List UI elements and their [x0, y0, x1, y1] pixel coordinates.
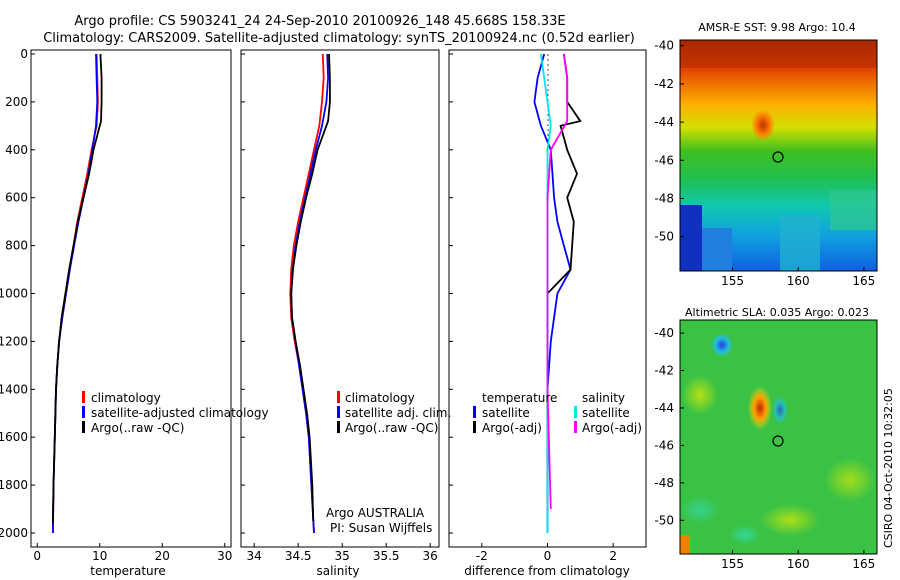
salinity-xtick-label: 34.5 [285, 549, 312, 563]
salinity-legend: climatology satellite adj. clim. Argo(..… [337, 391, 451, 435]
legend-swatch-climatology [82, 391, 85, 403]
profile-lines [52, 53, 582, 534]
difference-xlabel: difference from climatology [464, 564, 630, 578]
sla-map-title: Altimetric SLA: 0.035 Argo: 0.023 [685, 306, 869, 319]
depth-tick-label: 2000 [0, 526, 28, 540]
legend-label: satellite adj. clim. [345, 406, 451, 420]
sst-map-lat-label: -46 [654, 153, 674, 167]
depth-tick-label: 1200 [0, 334, 28, 348]
sla-map-ticks: -40 -42 -44 -46 -48 -50 155 160 165 [654, 326, 875, 571]
legend-label: satellite-adjusted climatology [91, 406, 269, 420]
sst-map-frame [679, 39, 878, 272]
difference-xtick-label: -2 [476, 549, 488, 563]
difference-legend-salinity: salinity satellite Argo(-adj) [574, 391, 642, 435]
sla-map-lat-label: -40 [654, 326, 674, 340]
sla-argo-marker [772, 435, 784, 447]
credit-stamp: CSIRO 04-Oct-2010 10:32:05 [882, 388, 895, 548]
sla-map-lat-label: -46 [654, 438, 674, 452]
difference-series-salinity-argo-adj- [546, 53, 569, 510]
temperature-xtick-label: 10 [92, 549, 107, 563]
sst-map-lat-label: -40 [654, 39, 674, 53]
temperature-xlabel: temperature [90, 564, 165, 578]
temperature-legend: climatology satellite-adjusted climatolo… [82, 391, 269, 435]
temperature-panel-frame [30, 49, 232, 548]
depth-tick-label: 1000 [0, 287, 28, 301]
legend-swatch-argo [337, 421, 340, 433]
legend-title: temperature [482, 391, 557, 405]
sla-map-lon-label: 165 [852, 557, 875, 571]
depth-tick-label: 1600 [0, 430, 28, 444]
salinity-xlabel: salinity [316, 564, 359, 578]
sst-map-lat-label: -44 [654, 115, 674, 129]
depth-tick-label: 600 [5, 191, 28, 205]
sla-map-frame [679, 319, 878, 555]
sla-map-lat-label: -48 [654, 476, 674, 490]
sla-map-image [680, 320, 877, 554]
depth-tick-label: 0 [20, 47, 28, 61]
depth-tick-label: 200 [5, 95, 28, 109]
sla-map-lat-label: -44 [654, 401, 674, 415]
legend-swatch-climatology [337, 391, 340, 403]
sst-map-lat-label: -48 [654, 191, 674, 205]
annotation-pi: PI: Susan Wijffels [330, 521, 432, 535]
legend-title: salinity [582, 391, 625, 405]
sst-map-lat-label: -50 [654, 230, 674, 244]
x-tick-labels: 0 10 20 30 34 34.5 35 35.5 36 -2 0 2 [33, 543, 617, 563]
sst-map-ticks: -40 -42 -44 -46 -48 -50 155 160 165 [654, 39, 875, 288]
profile-panels [30, 49, 647, 548]
salinity-xtick-label: 34 [247, 549, 262, 563]
salinity-xtick-label: 36 [423, 549, 438, 563]
legend-swatch-salinity-satellite [574, 406, 577, 418]
depth-tick-label: 1800 [0, 478, 28, 492]
annotation-program: Argo AUSTRALIA [326, 506, 425, 520]
temperature-xtick-label: 0 [33, 549, 41, 563]
sla-map-lat-label: -42 [654, 364, 674, 378]
depth-tick-label: 1400 [0, 382, 28, 396]
header-line-2: Climatology: CARS2009. Satellite-adjuste… [43, 31, 635, 46]
salinity-panel-frame [240, 49, 440, 548]
legend-swatch-satellite [82, 406, 85, 418]
temperature-xtick-label: 30 [217, 549, 232, 563]
legend-label: climatology [345, 391, 415, 405]
depth-tick-label: 800 [5, 239, 28, 253]
legend-label: Argo(..raw -QC) [345, 421, 438, 435]
sst-map-lat-label: -42 [654, 77, 674, 91]
difference-xtick-label: 2 [609, 549, 617, 563]
temperature-series-argo-raw-qc- [52, 53, 103, 524]
difference-legend-temperature: temperature satellite Argo(-adj) [473, 391, 557, 435]
salinity-series-argo-raw-qc- [290, 53, 331, 522]
sst-argo-marker [772, 151, 784, 163]
sst-map-lon-label: 165 [852, 274, 875, 288]
header-line-1: Argo profile: CS 5903241_24 24-Sep-2010 … [74, 14, 565, 29]
legend-label: Argo(..raw -QC) [91, 421, 184, 435]
sst-map-lon-label: 160 [787, 274, 810, 288]
legend-label: Argo(-adj) [582, 421, 642, 435]
salinity-xtick-label: 35.5 [373, 549, 400, 563]
legend-label: satellite [482, 406, 530, 420]
legend-label: Argo(-adj) [482, 421, 542, 435]
sla-map-lon-label: 160 [787, 557, 810, 571]
legend-label: satellite [582, 406, 630, 420]
sst-map-title: AMSR-E SST: 9.98 Argo: 10.4 [698, 21, 856, 34]
sla-map-lon-label: 155 [721, 557, 744, 571]
salinity-xtick-label: 35 [335, 549, 350, 563]
difference-xtick-label: 0 [544, 549, 552, 563]
legend-swatch-temperature-satellite [473, 406, 476, 418]
legend-swatch-satellite [337, 406, 340, 418]
depth-tick-labels: 0 200 400 600 800 1000 1200 1400 1600 1800 2000 [0, 47, 453, 540]
legend-swatch-salinity-argo [574, 421, 577, 433]
sla-map-lat-label: -50 [654, 513, 674, 527]
legend-swatch-temperature-argo [473, 421, 476, 433]
sst-map-lon-label: 155 [721, 274, 744, 288]
legend-label: climatology [91, 391, 161, 405]
temperature-xtick-label: 20 [155, 549, 170, 563]
sst-map-image [680, 40, 877, 271]
legend-swatch-argo [82, 421, 85, 433]
depth-tick-label: 400 [5, 143, 28, 157]
